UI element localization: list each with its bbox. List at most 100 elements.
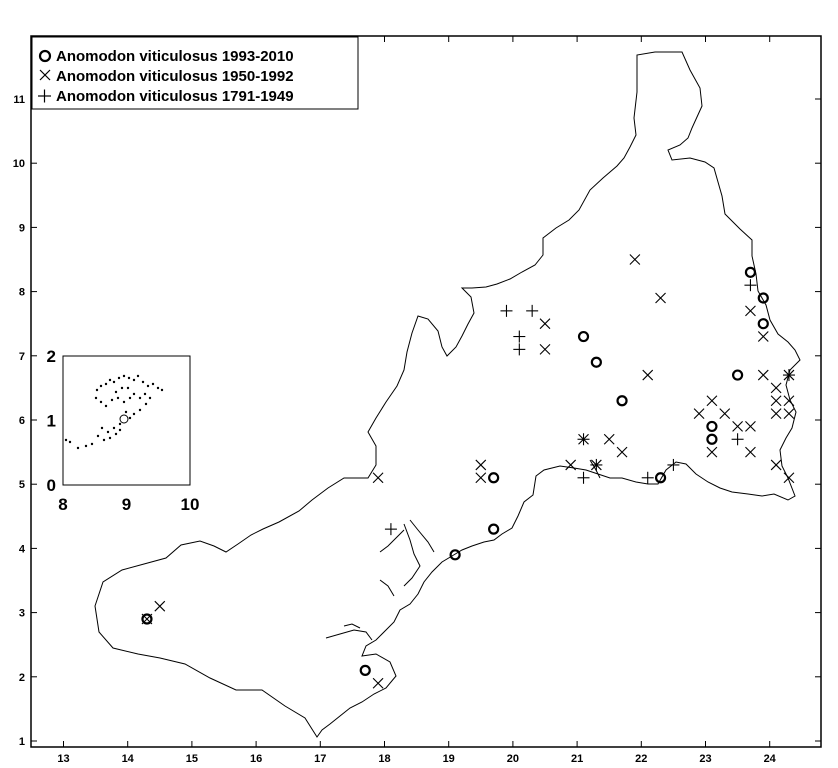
inset-x-tick-label: 10 — [181, 495, 200, 514]
x-tick-label: 16 — [250, 753, 262, 765]
marker-1950-1992 — [706, 446, 718, 458]
inset-frame — [62, 355, 191, 486]
legend-label-1993-2010: Anomodon viticulosus 1993-2010 — [56, 48, 294, 65]
marker-1791-1949 — [577, 433, 590, 446]
marker-1993-2010 — [577, 330, 590, 343]
marker-1950-1992 — [745, 305, 756, 317]
marker-1791-1949 — [513, 330, 526, 343]
marker-1950-1992 — [770, 459, 782, 471]
marker-1950-1992 — [475, 459, 487, 471]
marker-1993-2010 — [488, 472, 500, 484]
inset-y-tick-label: 1 — [47, 412, 56, 431]
legend-circle-icon — [38, 49, 52, 63]
marker-1791-1949 — [384, 523, 397, 536]
marker-1950-1992 — [372, 472, 384, 484]
x-tick-label: 18 — [378, 753, 390, 765]
marker-1950-1992 — [642, 369, 654, 381]
legend-box — [31, 36, 359, 110]
marker-1993-2010 — [744, 266, 757, 278]
x-tick-label: 19 — [443, 753, 455, 765]
marker-1950-1992 — [783, 408, 795, 419]
x-tick-label: 22 — [635, 753, 647, 765]
marker-1950-1992 — [629, 254, 641, 265]
marker-1993-2010 — [590, 356, 602, 368]
marker-1950-1992 — [770, 382, 782, 394]
legend: Anomodon viticulosus 1993-2010 Anomodon … — [31, 36, 359, 110]
y-tick-label: 2 — [19, 672, 25, 684]
map-frame — [30, 35, 822, 748]
marker-1791-1949 — [731, 433, 744, 446]
marker-1950-1992 — [655, 292, 666, 304]
marker-1950-1992 — [706, 395, 718, 407]
marker-1993-2010 — [757, 318, 769, 330]
marker-1791-1949 — [590, 458, 603, 471]
estuary-lines — [325, 459, 601, 641]
marker-1950-1992 — [783, 472, 795, 484]
y-tick-label: 1 — [19, 736, 25, 748]
marker-1950-1992 — [141, 613, 153, 625]
marker-1993-2010 — [654, 472, 667, 484]
county-outline — [94, 51, 801, 738]
marker-1950-1992 — [154, 600, 166, 612]
marker-1791-1949 — [526, 304, 539, 317]
marker-1993-2010 — [706, 420, 718, 433]
marker-1791-1949 — [500, 304, 513, 317]
legend-plus-icon — [38, 89, 51, 103]
marker-1950-1992 — [770, 408, 782, 419]
y-tick-label: 5 — [19, 479, 25, 491]
legend-x-icon — [39, 69, 51, 81]
x-tick-label: 15 — [186, 753, 198, 765]
x-tick-label: 24 — [764, 753, 777, 765]
marker-1950-1992 — [475, 472, 487, 484]
marker-1993-2010 — [757, 292, 769, 304]
marker-1791-1949 — [641, 471, 654, 484]
y-tick-label: 10 — [13, 158, 25, 170]
marker-1950-1992 — [693, 408, 705, 419]
marker-1950-1992 — [539, 343, 551, 355]
marker-1950-1992 — [745, 421, 756, 432]
x-tick-label: 23 — [699, 753, 711, 765]
y-tick-label: 3 — [19, 608, 25, 620]
x-tick-labels: 13 14 15 16 17 18 19 20 21 22 23 24 — [57, 753, 776, 765]
x-tick-label: 14 — [122, 753, 135, 765]
x-tick-label: 21 — [571, 753, 583, 765]
y-tick-labels: 1 2 3 4 5 6 7 8 9 10 11 — [13, 94, 26, 748]
marker-1993-2010 — [731, 369, 744, 381]
marker-1950-1992 — [565, 459, 577, 471]
marker-1993-2010 — [616, 395, 628, 407]
inset-x-tick-label: 9 — [122, 495, 131, 514]
marker-1993-2010 — [488, 523, 500, 535]
x-tick-label: 13 — [57, 753, 69, 765]
marker-1950-1992 — [757, 369, 769, 381]
y-tick-label: 11 — [13, 94, 25, 106]
marker-1950-1992 — [745, 446, 756, 458]
y-tick-label: 8 — [19, 287, 25, 299]
marker-1993-2010 — [449, 549, 461, 561]
marker-1950-1992 — [757, 331, 769, 342]
marker-1950-1992 — [603, 433, 615, 445]
legend-label-1950-1992: Anomodon viticulosus 1950-1992 — [56, 68, 294, 85]
marker-1791-1949 — [782, 369, 795, 382]
x-tick-label: 17 — [314, 753, 326, 765]
marker-1950-1992 — [539, 318, 551, 330]
occurrence-markers — [141, 254, 795, 689]
inset-map — [62, 355, 191, 486]
marker-1791-1949 — [667, 458, 680, 471]
y-tick-label: 7 — [19, 351, 25, 363]
marker-1993-2010 — [141, 613, 153, 625]
inset-y-tick-label: 2 — [47, 347, 56, 366]
inset-x-tick-label: 8 — [58, 495, 67, 514]
x-tick-label: 20 — [507, 753, 519, 765]
y-tick-label: 9 — [19, 222, 25, 234]
marker-1950-1992 — [732, 421, 743, 432]
marker-1993-2010 — [359, 664, 371, 676]
marker-1993-2010 — [706, 433, 718, 445]
marker-1950-1992 — [719, 408, 731, 419]
marker-1950-1992 — [770, 395, 782, 407]
y-tick-label: 4 — [19, 543, 26, 555]
marker-1791-1949 — [577, 471, 590, 484]
marker-1791-1949 — [513, 343, 526, 356]
marker-1950-1992 — [783, 395, 795, 407]
inset-island-ring — [119, 414, 129, 424]
